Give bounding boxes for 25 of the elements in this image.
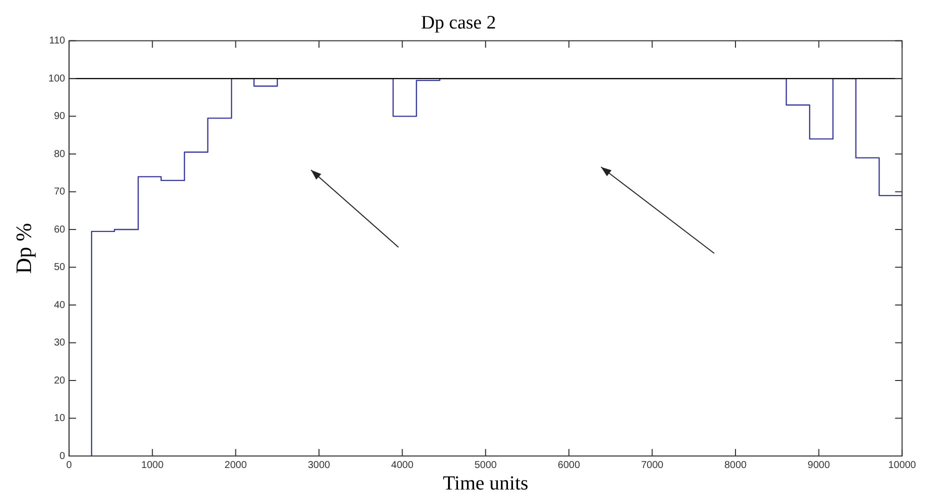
x-tick-label: 6000 <box>558 460 580 471</box>
chart-title: Dp case 2 <box>421 12 496 34</box>
x-tick-label: 2000 <box>224 460 248 471</box>
y-tick-label: 40 <box>54 300 66 311</box>
x-tick-label: 5000 <box>474 460 498 471</box>
y-tick-label: 50 <box>54 262 66 274</box>
x-tick-label: 7000 <box>641 460 664 471</box>
x-tick-label: 10000 <box>888 460 916 471</box>
y-tick-label: 10 <box>54 413 66 424</box>
y-tick-label: 110 <box>49 36 66 47</box>
y-tick-label: 80 <box>54 148 66 160</box>
y-tick-label: 100 <box>48 73 66 84</box>
y-tick-label: 20 <box>54 375 66 386</box>
y-tick-label: 70 <box>54 186 66 198</box>
x-tick-label: 9000 <box>808 460 830 471</box>
x-tick-label: 3000 <box>308 460 331 471</box>
x-axis-title: Time units <box>442 472 529 494</box>
y-tick-label: 60 <box>54 224 66 236</box>
x-tick-label: 1000 <box>141 460 164 471</box>
y-tick-label: 30 <box>54 338 66 349</box>
x-tick-label: 4000 <box>391 460 414 471</box>
y-axis-title: Dp % <box>10 223 36 274</box>
x-tick-label: 8000 <box>724 460 748 471</box>
y-tick-label: 90 <box>54 111 66 122</box>
y-tick-label: 0 <box>60 450 66 462</box>
